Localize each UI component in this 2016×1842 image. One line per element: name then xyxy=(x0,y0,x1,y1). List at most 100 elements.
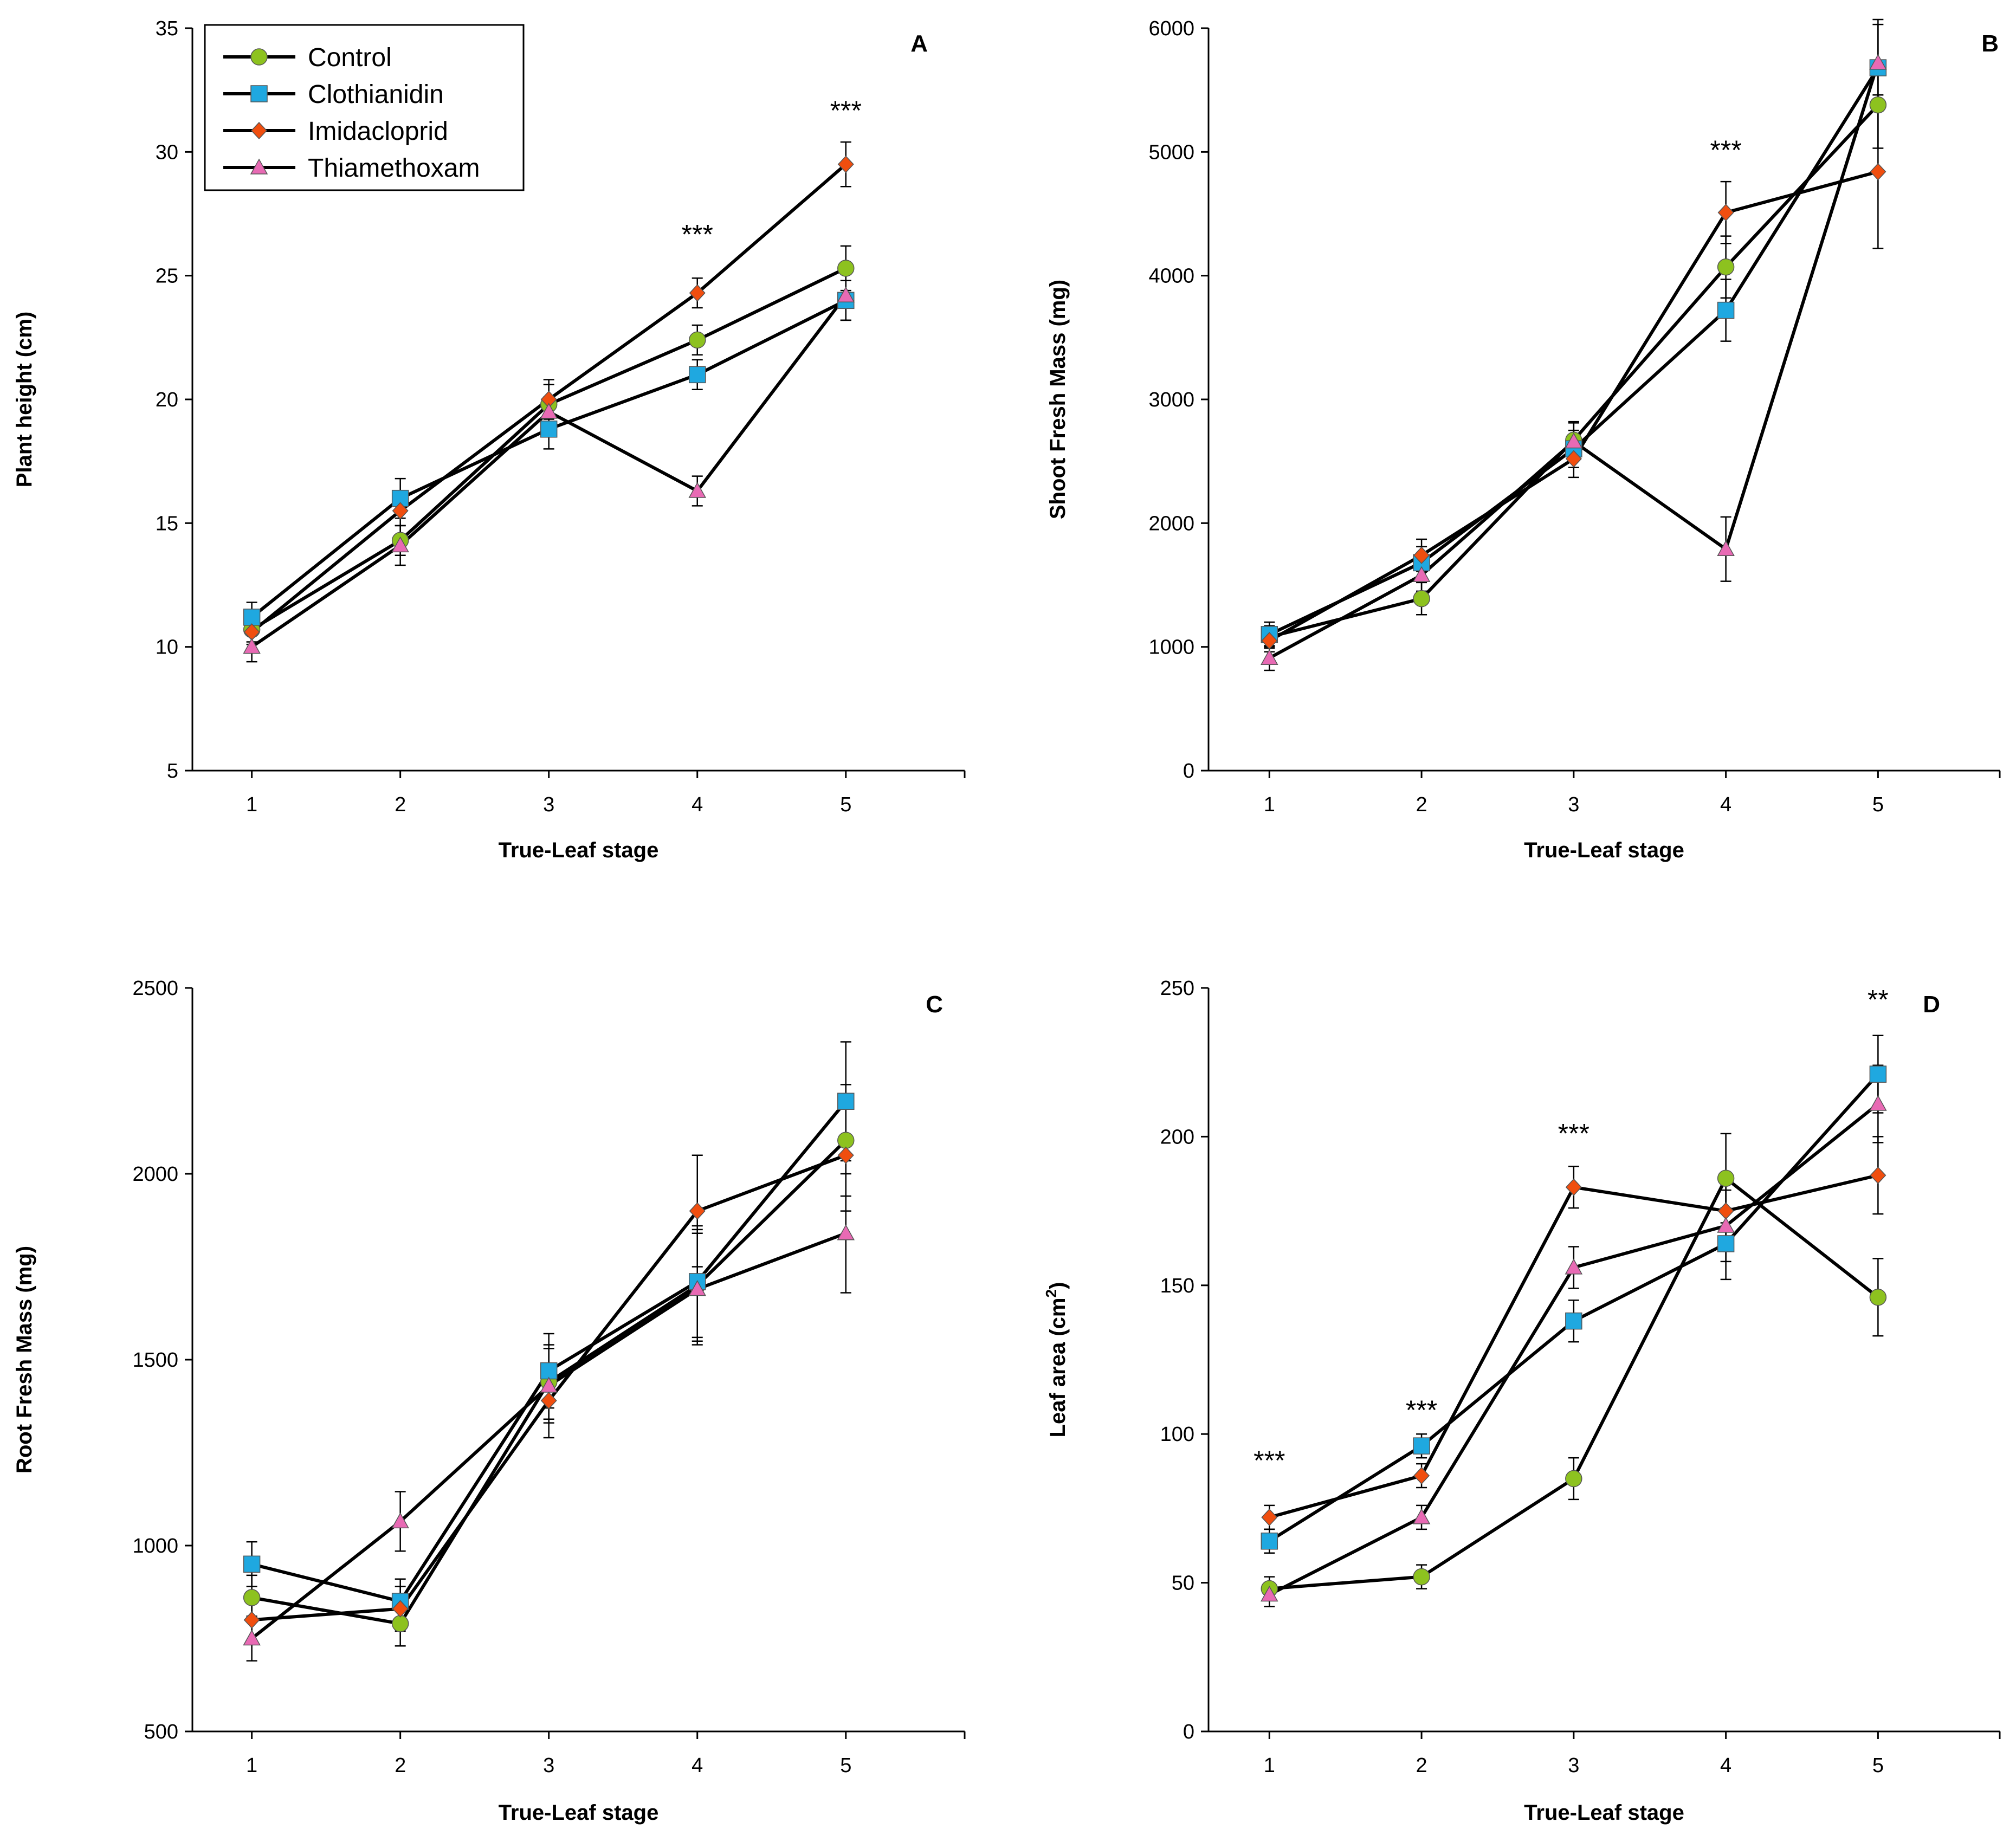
data-point-imidacloprid xyxy=(1261,632,1278,650)
data-point-control xyxy=(243,1589,261,1606)
y-tick-label: 500 xyxy=(144,1721,178,1743)
x-tick-label: 3 xyxy=(1568,793,1579,816)
data-point-imidacloprid xyxy=(689,1202,706,1220)
data-point-imidacloprid xyxy=(540,1392,557,1410)
x-tick-label: 1 xyxy=(1264,1754,1275,1777)
data-point-imidacloprid xyxy=(1717,1202,1734,1220)
y-tick-label: 6000 xyxy=(1148,17,1194,40)
data-point-clothianidin xyxy=(1565,1312,1582,1330)
y-axis-title: Plant height (cm) xyxy=(12,312,36,487)
series-line-control xyxy=(1269,104,1879,639)
legend-marker-thiamethoxam xyxy=(250,158,268,174)
data-point-thiamethoxam xyxy=(688,1280,707,1296)
data-point-imidacloprid xyxy=(1413,546,1430,564)
y-tick-label: 250 xyxy=(1160,977,1194,1000)
significance-label: ** xyxy=(1868,984,1889,1014)
y-tick-label: 20 xyxy=(156,389,178,411)
y-tick-label: 1000 xyxy=(1148,636,1194,659)
data-point-control xyxy=(1413,590,1430,607)
data-point-control xyxy=(1869,96,1887,114)
x-tick-label: 5 xyxy=(840,793,851,816)
data-point-clothianidin xyxy=(837,1093,855,1110)
panel-b: 0 1000 2000 3000 4000 5000 6000 1 2 3 4 5 True-Leaf … xyxy=(1046,17,2001,862)
data-point-control xyxy=(1413,1568,1430,1586)
y-axis-title: Root Fresh Mass (mg) xyxy=(12,1246,36,1473)
legend-item-thiamethoxam: Thiamethoxam xyxy=(223,154,480,183)
y-axis-title-end: ) xyxy=(1046,1282,1070,1289)
y-tick-label: 200 xyxy=(1160,1126,1194,1148)
data-point-imidacloprid xyxy=(837,156,854,173)
data-point-thiamethoxam xyxy=(1869,54,1887,70)
data-point-imidacloprid xyxy=(1717,204,1734,222)
significance-label: *** xyxy=(1406,1395,1437,1425)
data-point-control xyxy=(688,331,706,349)
significance-label: *** xyxy=(830,95,862,126)
significance-label: *** xyxy=(1710,135,1741,165)
data-point-thiamethoxam xyxy=(837,286,855,302)
data-point-thiamethoxam xyxy=(1261,649,1278,665)
data-point-thiamethoxam xyxy=(837,1224,855,1240)
data-point-imidacloprid xyxy=(243,1611,260,1629)
data-point-imidacloprid xyxy=(1870,1166,1886,1184)
y-tick-label: 25 xyxy=(156,265,178,288)
panel-letter: A xyxy=(910,30,928,57)
x-tick-label: 2 xyxy=(1416,793,1427,816)
series-line-thiamethoxam xyxy=(250,294,848,649)
x-tick-label: 1 xyxy=(246,1754,257,1777)
significance-label: *** xyxy=(682,219,713,249)
x-tick-label: 1 xyxy=(1264,793,1275,816)
x-tick-label: 5 xyxy=(840,1754,851,1777)
data-point-imidacloprid xyxy=(1870,163,1886,180)
data-point-thiamethoxam xyxy=(243,1629,261,1646)
x-tick-label: 2 xyxy=(395,1754,406,1777)
data-point-imidacloprid xyxy=(392,502,409,520)
x-tick-label: 4 xyxy=(692,1754,703,1777)
y-tick-label: 3000 xyxy=(1148,389,1194,411)
y-tick-label: 2000 xyxy=(1148,512,1194,535)
x-tick-label: 5 xyxy=(1872,793,1884,816)
y-axis-title: Leaf area (cm2) xyxy=(1043,1282,1070,1438)
x-tick-label: 2 xyxy=(1416,1754,1427,1777)
panel-letter: B xyxy=(1981,30,1999,57)
legend-marker-control xyxy=(250,48,268,66)
legend-label: Thiamethoxam xyxy=(308,154,480,183)
panel-d: 0 50 100 150 200 250 1 2 3 4 5 True-Leaf stage Leaf … xyxy=(1043,977,2001,1825)
x-tick-label: 3 xyxy=(543,793,554,816)
y-tick-label: 100 xyxy=(1160,1423,1194,1446)
data-point-clothianidin xyxy=(1717,301,1735,319)
x-axis-title: True-Leaf stage xyxy=(1524,1801,1684,1825)
x-tick-label: 4 xyxy=(692,793,703,816)
data-point-clothianidin xyxy=(1413,1437,1430,1455)
data-point-clothianidin xyxy=(243,609,261,626)
x-tick-label: 4 xyxy=(1720,1754,1731,1777)
data-point-control xyxy=(1869,1289,1887,1306)
data-point-clothianidin xyxy=(1261,1533,1278,1550)
data-point-imidacloprid xyxy=(1565,1178,1582,1196)
x-axis-title: True-Leaf stage xyxy=(1524,838,1684,862)
legend-marker-clothianidin xyxy=(250,85,268,102)
series-line-thiamethoxam xyxy=(1268,62,1880,660)
legend-label: Clothianidin xyxy=(308,80,444,109)
data-point-thiamethoxam xyxy=(1717,1217,1735,1233)
panel-a: 5 10 15 20 25 30 35 1 2 3 4 5 True-Leaf stage Plant h… xyxy=(12,17,966,862)
legend-item-control: Control xyxy=(223,43,392,72)
data-point-clothianidin xyxy=(540,1362,558,1380)
data-point-thiamethoxam xyxy=(1869,1095,1887,1111)
legend-label: Imidacloprid xyxy=(308,117,448,146)
y-tick-label: 5000 xyxy=(1148,141,1194,164)
data-point-clothianidin xyxy=(1717,1235,1735,1252)
y-tick-label: 2000 xyxy=(132,1163,178,1186)
y-tick-label: 30 xyxy=(156,141,178,164)
data-point-clothianidin xyxy=(540,421,558,438)
y-tick-label: 35 xyxy=(156,17,178,40)
data-point-clothianidin xyxy=(243,1555,261,1573)
data-point-thiamethoxam xyxy=(391,536,409,553)
y-axis-title-superscript: 2 xyxy=(1043,1289,1059,1298)
y-tick-label: 4000 xyxy=(1148,265,1194,288)
data-point-thiamethoxam xyxy=(391,1512,409,1529)
y-tick-label: 0 xyxy=(1183,760,1194,783)
significance-label: *** xyxy=(1558,1118,1589,1148)
y-tick-label: 15 xyxy=(156,512,178,535)
data-point-control xyxy=(837,260,855,277)
